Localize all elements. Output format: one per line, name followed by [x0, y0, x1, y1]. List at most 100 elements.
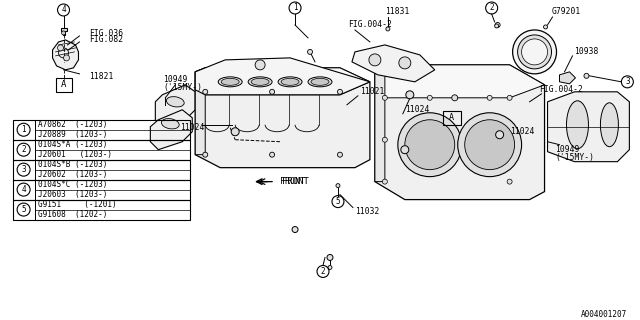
Circle shape — [292, 227, 298, 233]
Text: 11821: 11821 — [90, 72, 114, 81]
Text: 5: 5 — [335, 197, 340, 206]
Polygon shape — [375, 65, 385, 182]
Circle shape — [495, 22, 500, 28]
Ellipse shape — [221, 78, 239, 85]
Ellipse shape — [251, 78, 269, 85]
Circle shape — [398, 113, 461, 177]
Circle shape — [382, 137, 387, 142]
Circle shape — [495, 131, 504, 139]
Text: J20601   (1203-): J20601 (1203-) — [38, 150, 111, 159]
Text: 4: 4 — [61, 5, 66, 14]
Text: FIG.036: FIG.036 — [90, 29, 124, 38]
Text: 5: 5 — [21, 205, 26, 214]
Polygon shape — [375, 65, 545, 200]
Bar — [13, 120, 190, 140]
Circle shape — [369, 54, 381, 66]
Circle shape — [327, 254, 333, 260]
Polygon shape — [61, 28, 67, 35]
Polygon shape — [375, 65, 545, 98]
Circle shape — [58, 45, 63, 51]
Polygon shape — [156, 85, 195, 128]
Circle shape — [458, 113, 522, 177]
Text: 0104S*B (-1203): 0104S*B (-1203) — [38, 160, 107, 169]
Circle shape — [61, 31, 65, 35]
Circle shape — [487, 95, 492, 100]
Bar — [443, 111, 461, 125]
Ellipse shape — [308, 77, 332, 87]
Polygon shape — [195, 68, 370, 168]
Circle shape — [328, 266, 332, 269]
Text: 2: 2 — [321, 267, 325, 276]
Text: 1: 1 — [21, 125, 26, 134]
Text: FIG.004-2: FIG.004-2 — [348, 20, 392, 29]
Bar — [13, 140, 190, 160]
Polygon shape — [195, 58, 370, 95]
Circle shape — [452, 95, 458, 101]
Circle shape — [336, 184, 340, 188]
Bar — [13, 180, 190, 200]
Text: FIG.082: FIG.082 — [90, 36, 124, 44]
Circle shape — [406, 91, 414, 99]
Circle shape — [308, 49, 312, 54]
Polygon shape — [559, 72, 575, 84]
Polygon shape — [195, 68, 205, 155]
Ellipse shape — [248, 77, 272, 87]
Text: 2: 2 — [21, 145, 26, 154]
Text: 10949: 10949 — [163, 75, 188, 84]
Text: 11032: 11032 — [355, 207, 380, 216]
Text: J20889  (1203-): J20889 (1203-) — [38, 130, 107, 139]
Ellipse shape — [218, 77, 242, 87]
Text: 11021: 11021 — [360, 87, 384, 96]
Circle shape — [382, 95, 387, 100]
Text: 2: 2 — [490, 4, 494, 12]
Circle shape — [269, 152, 275, 157]
Text: G79201: G79201 — [552, 7, 580, 16]
Text: FRONT: FRONT — [282, 177, 309, 186]
Text: A004001207: A004001207 — [581, 310, 627, 319]
Text: G91608  (1202-): G91608 (1202-) — [38, 210, 107, 219]
Text: A: A — [449, 113, 454, 122]
Circle shape — [337, 89, 342, 94]
Text: 0104S*A (-1203): 0104S*A (-1203) — [38, 140, 107, 149]
Ellipse shape — [311, 78, 329, 85]
Circle shape — [507, 137, 512, 142]
Ellipse shape — [566, 101, 588, 149]
Ellipse shape — [281, 78, 299, 85]
Circle shape — [231, 128, 239, 136]
Bar — [13, 160, 190, 180]
Text: 11831: 11831 — [385, 7, 409, 16]
Bar — [56, 78, 72, 92]
Circle shape — [399, 57, 411, 69]
Text: 4: 4 — [21, 185, 26, 194]
Ellipse shape — [166, 97, 184, 107]
Ellipse shape — [600, 103, 618, 147]
Text: FRONT: FRONT — [280, 177, 305, 186]
Circle shape — [543, 25, 548, 29]
Text: 10949: 10949 — [556, 145, 580, 154]
Circle shape — [513, 30, 557, 74]
Polygon shape — [195, 68, 370, 95]
Circle shape — [401, 146, 409, 154]
Circle shape — [382, 179, 387, 184]
Circle shape — [203, 89, 208, 94]
Text: 11024: 11024 — [509, 127, 534, 136]
Circle shape — [269, 89, 275, 94]
Polygon shape — [52, 40, 79, 70]
Ellipse shape — [161, 119, 179, 129]
Circle shape — [465, 120, 515, 170]
Circle shape — [507, 95, 512, 100]
Circle shape — [203, 152, 208, 157]
Circle shape — [584, 73, 589, 78]
Text: 1: 1 — [292, 4, 298, 12]
Text: 11024: 11024 — [180, 123, 205, 132]
Text: 3: 3 — [625, 77, 630, 86]
Text: ('15MY-): ('15MY-) — [556, 153, 595, 162]
Circle shape — [507, 179, 512, 184]
Text: 3: 3 — [21, 165, 26, 174]
Polygon shape — [352, 45, 435, 82]
Polygon shape — [548, 92, 629, 162]
Text: A70862  (-1203): A70862 (-1203) — [38, 120, 107, 129]
Circle shape — [63, 55, 70, 61]
Text: 11024: 11024 — [405, 105, 429, 114]
Circle shape — [337, 152, 342, 157]
